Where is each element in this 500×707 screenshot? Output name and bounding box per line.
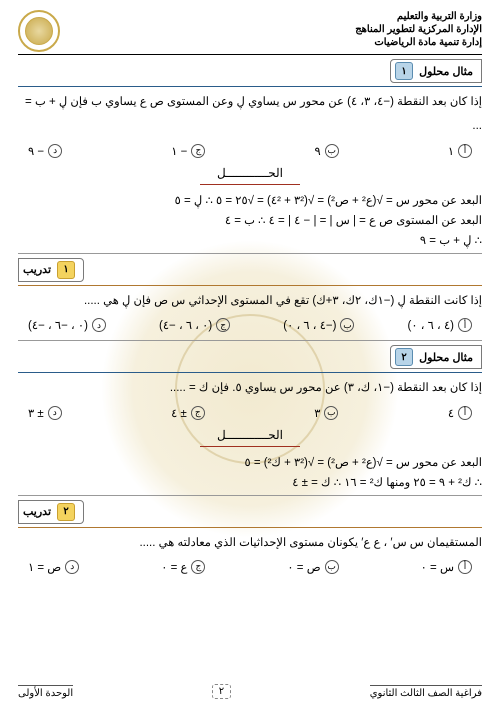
opt-label: أ	[458, 560, 472, 574]
opt-label: ب	[325, 144, 339, 158]
opt-c: − ١	[171, 144, 187, 158]
badge-title: مثال محلول	[419, 351, 473, 364]
opt-label: د	[65, 560, 79, 574]
opt-d: − ٩	[28, 144, 44, 158]
q4-text: المستقيمان س س′ ، ع ع′ يكونان مستوى الإح…	[18, 534, 482, 552]
opt-label: أ	[458, 318, 472, 332]
header-line-1: وزارة التربية والتعليم	[355, 10, 482, 23]
badge-title: مثال محلول	[419, 65, 473, 78]
solution-label: الحــــــــــــل	[18, 166, 482, 180]
exercise-2-badge: ٢ تدريب	[18, 500, 84, 524]
header-line-2: الإدارة المركزية لتطوير المناهج	[355, 23, 482, 36]
opt-label: أ	[458, 144, 472, 158]
opt-b: (−٤ ، ٦ ، ٠)	[283, 318, 336, 332]
opt-c: ± ٤	[171, 406, 187, 420]
solution-underline	[200, 446, 300, 447]
divider	[18, 340, 482, 341]
sol1-line3: ∴ ڸ + ب = ٩	[18, 233, 482, 247]
opt-a: ١	[448, 144, 454, 158]
opt-label: ج	[216, 318, 230, 332]
q2-options: أ (٤ ، ٦ ، ٠) ب (−٤ ، ٦ ، ٠) ج (٠ ، ٦ ، −٤)…	[18, 318, 482, 332]
opt-a: (٤ ، ٦ ، ٠)	[408, 318, 454, 332]
page-footer: فراغية الصف الثالث الثانوي ٢ الوحدة الأو…	[18, 684, 482, 699]
divider	[18, 495, 482, 496]
footer-right: فراغية الصف الثالث الثانوي	[370, 688, 482, 699]
opt-a: ٤	[448, 406, 454, 420]
divider	[18, 372, 482, 373]
page-header: وزارة التربية والتعليم الإدارة المركزية …	[18, 10, 482, 55]
solution-label: الحــــــــــــل	[18, 428, 482, 442]
badge-number: ٢	[395, 348, 413, 366]
opt-label: ب	[340, 318, 354, 332]
opt-label: د	[92, 318, 106, 332]
opt-c: (٠ ، ٦ ، −٤)	[159, 318, 212, 332]
q1-dots: ...	[18, 117, 482, 135]
exercise-1-badge: ١ تدريب	[18, 258, 84, 282]
divider	[18, 253, 482, 254]
q2-text: إذا كانت النقطة ڸ (−١ك، ٢ك، ٣+ك) تقع في …	[18, 292, 482, 310]
sol3-line1: البعد عن محور س = √(ع² + ص²) = √(٣² + ك²…	[18, 455, 482, 469]
opt-d: (٠ ، −٦ ، −٤)	[28, 318, 88, 332]
badge-number: ١	[57, 261, 75, 279]
page-number: ٢	[212, 684, 231, 699]
opt-b: ص = ٠	[287, 560, 320, 574]
q4-options: أ س = ٠ ب ص = ٠ ج ع = ٠ د ص = ١	[18, 560, 482, 574]
opt-c: ع = ٠	[161, 560, 187, 574]
opt-b: ٣	[314, 406, 320, 420]
solved-example-1-badge: مثال محلول ١	[390, 59, 482, 83]
opt-label: د	[48, 406, 62, 420]
footer-left: الوحدة الأولى	[18, 688, 73, 699]
opt-label: ج	[191, 560, 205, 574]
divider	[18, 86, 482, 87]
opt-label: ج	[191, 406, 205, 420]
badge-number: ١	[395, 62, 413, 80]
opt-label: أ	[458, 406, 472, 420]
q3-text: إذا كان بعد النقطة (−١، ك، ٣) عن محور س …	[18, 379, 482, 397]
opt-label: ج	[191, 144, 205, 158]
badge-number: ٢	[57, 503, 75, 521]
q1-options: أ١ ب٩ ج − ١ د − ٩	[18, 144, 482, 158]
sol1-line2: البعد عن المستوى ص ع = | س | = | − ٤ | =…	[18, 213, 482, 227]
opt-a: س = ٠	[421, 560, 454, 574]
badge-title: تدريب	[23, 505, 51, 518]
solution-underline	[200, 184, 300, 185]
q1-text: إذا كان بعد النقطة (−٤، ٣، ٤) عن محور س …	[18, 93, 482, 111]
q3-options: أ٤ ب٣ ج ± ٤ د ± ٣	[18, 406, 482, 420]
opt-label: ب	[325, 560, 339, 574]
opt-d: ص = ١	[28, 560, 61, 574]
opt-b: ٩	[315, 144, 321, 158]
solved-example-2-badge: مثال محلول ٢	[390, 345, 482, 369]
opt-d: ± ٣	[28, 406, 44, 420]
opt-label: ب	[324, 406, 338, 420]
ministry-logo	[18, 10, 60, 52]
opt-label: د	[48, 144, 62, 158]
badge-title: تدريب	[23, 263, 51, 276]
sol1-line1: البعد عن محور س = √(ع² + ص²) = √(٣² + ٤²…	[18, 193, 482, 207]
sol3-line2: ∴ ك² + ٩ = ٢٥ ومنها ك² = ١٦ ∴ ك = ± ٤	[18, 475, 482, 489]
divider	[18, 527, 482, 528]
header-line-3: إدارة تنمية مادة الرياضيات	[355, 36, 482, 49]
divider	[18, 285, 482, 286]
